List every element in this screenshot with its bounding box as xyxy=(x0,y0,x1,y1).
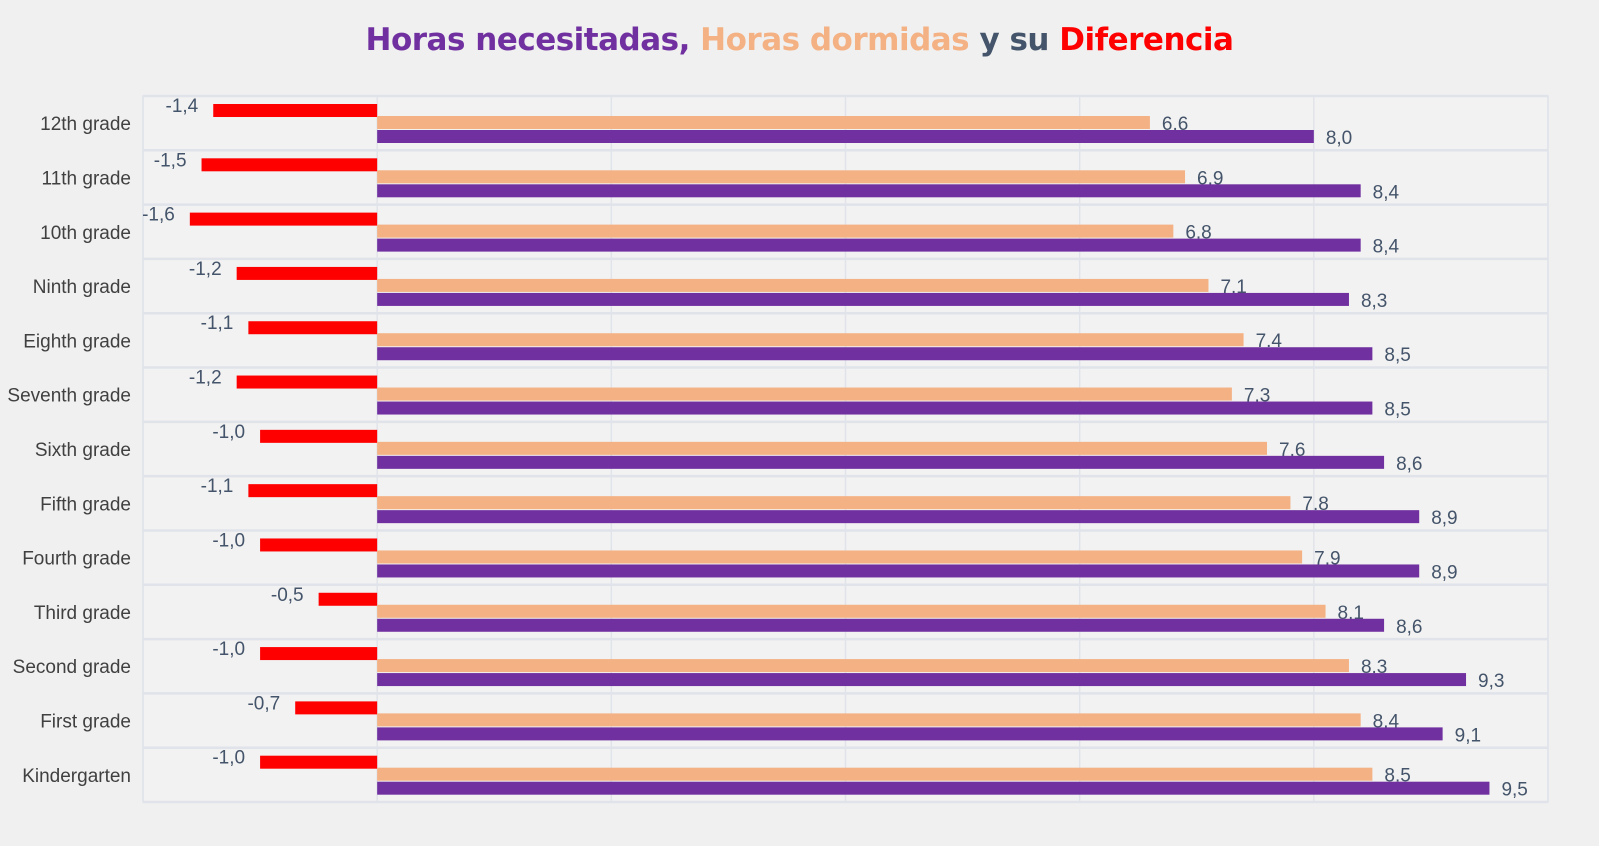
data-label-horas-dormidas: 6.6 xyxy=(1162,114,1188,135)
category-label: Seventh grade xyxy=(7,386,131,407)
bar-horas-necesitadas xyxy=(377,455,1385,469)
bar-diferencia xyxy=(236,266,378,280)
bar-horas-necesitadas xyxy=(377,238,1361,252)
data-label-horas-necesitadas: 8,9 xyxy=(1431,508,1457,529)
category-label: Sixth grade xyxy=(35,440,131,461)
category-label: 12th grade xyxy=(40,114,131,135)
category-label: Fifth grade xyxy=(40,494,131,515)
bar-horas-dormidas xyxy=(377,170,1186,184)
data-label-horas-necesitadas: 8,5 xyxy=(1384,345,1410,366)
bar-diferencia xyxy=(248,484,378,498)
bar-horas-necesitadas xyxy=(377,510,1420,524)
data-label-horas-dormidas: 7.4 xyxy=(1256,331,1283,352)
category-label: Kindergarten xyxy=(22,766,131,787)
bar-horas-necesitadas xyxy=(377,781,1490,795)
category-label: Eighth grade xyxy=(23,331,131,352)
category-label: Ninth grade xyxy=(33,277,131,298)
bar-diferencia xyxy=(260,755,378,769)
data-label-horas-necesitadas: 8,5 xyxy=(1384,400,1410,421)
data-label-horas-dormidas: 7.1 xyxy=(1220,277,1246,298)
bar-horas-necesitadas xyxy=(377,401,1373,415)
bar-horas-dormidas xyxy=(377,387,1232,401)
data-label-horas-dormidas: 7.6 xyxy=(1279,440,1305,461)
bar-horas-dormidas xyxy=(377,441,1268,455)
bar-horas-dormidas xyxy=(377,550,1303,564)
data-label-diferencia: -1,1 xyxy=(201,476,234,497)
bar-diferencia xyxy=(236,375,378,389)
data-label-horas-dormidas: 6.9 xyxy=(1197,168,1223,189)
bar-diferencia xyxy=(189,212,378,226)
data-label-diferencia: -1,0 xyxy=(212,748,245,769)
category-label: Second grade xyxy=(13,657,131,678)
bar-horas-necesitadas xyxy=(377,130,1314,143)
data-label-horas-dormidas: 8.4 xyxy=(1373,711,1400,732)
bar-horas-dormidas xyxy=(377,713,1361,727)
data-label-diferencia: -1,2 xyxy=(189,259,222,280)
data-label-diferencia: -1,5 xyxy=(154,150,187,171)
data-label-horas-necesitadas: 8,4 xyxy=(1373,237,1400,258)
bar-diferencia xyxy=(295,701,378,715)
data-label-horas-dormidas: 7.3 xyxy=(1244,386,1270,407)
data-label-diferencia: -1,4 xyxy=(166,96,199,117)
category-label: Fourth grade xyxy=(22,549,131,570)
data-label-horas-dormidas: 7.9 xyxy=(1314,548,1340,569)
bar-horas-necesitadas xyxy=(377,292,1349,306)
data-label-horas-necesitadas: 8,6 xyxy=(1396,617,1422,638)
data-label-horas-dormidas: 8.1 xyxy=(1338,603,1364,624)
bar-horas-dormidas xyxy=(377,116,1150,129)
data-label-horas-dormidas: 8.3 xyxy=(1361,657,1387,678)
data-label-diferencia: -0,7 xyxy=(247,693,280,714)
data-label-diferencia: -1,0 xyxy=(212,530,245,551)
data-label-horas-necesitadas: 8,6 xyxy=(1396,454,1422,475)
category-label: Third grade xyxy=(34,603,131,624)
bar-horas-necesitadas xyxy=(377,347,1373,361)
data-label-diferencia: -1,6 xyxy=(142,205,175,226)
data-label-horas-necesitadas: 8,9 xyxy=(1431,562,1457,583)
data-label-horas-necesitadas: 8,3 xyxy=(1361,291,1387,312)
bar-horas-dormidas xyxy=(377,659,1349,673)
data-label-horas-dormidas: 6.8 xyxy=(1185,223,1211,244)
bar-horas-necesitadas xyxy=(377,184,1361,198)
data-label-diferencia: -1,0 xyxy=(212,639,245,660)
title-part-y-su: y su xyxy=(979,22,1049,58)
data-label-diferencia: -1,1 xyxy=(201,313,234,334)
data-label-diferencia: -1,2 xyxy=(189,368,222,389)
bar-horas-dormidas xyxy=(377,224,1174,238)
category-label: 10th grade xyxy=(40,223,131,244)
data-label-horas-necesitadas: 9,5 xyxy=(1501,780,1527,801)
chart-title: Horas necesitadas, Horas dormidas y su D… xyxy=(0,22,1599,58)
bar-horas-necesitadas xyxy=(377,618,1385,632)
bar-horas-dormidas xyxy=(377,604,1326,618)
bar-diferencia xyxy=(213,104,378,117)
title-part-diferencia: Diferencia xyxy=(1059,22,1234,58)
bar-diferencia xyxy=(260,538,378,552)
bar-diferencia xyxy=(201,158,378,172)
data-label-horas-necesitadas: 9,1 xyxy=(1455,725,1481,746)
data-label-horas-necesitadas: 9,3 xyxy=(1478,671,1504,692)
title-part-dormidas: Horas dormidas xyxy=(700,22,970,58)
bar-horas-necesitadas xyxy=(377,673,1467,687)
bar-diferencia xyxy=(318,592,378,606)
bar-diferencia xyxy=(248,321,378,335)
bar-horas-dormidas xyxy=(377,278,1209,292)
data-label-diferencia: -0,5 xyxy=(271,585,304,606)
bar-diferencia xyxy=(260,429,378,443)
data-label-diferencia: -1,0 xyxy=(212,422,245,443)
bar-horas-dormidas xyxy=(377,333,1244,347)
bar-diferencia xyxy=(260,647,378,661)
category-label: 11th grade xyxy=(42,168,131,189)
bar-horas-necesitadas xyxy=(377,727,1443,741)
bar-horas-dormidas xyxy=(377,496,1291,510)
data-label-horas-dormidas: 7.8 xyxy=(1302,494,1328,515)
data-label-horas-necesitadas: 8,4 xyxy=(1373,182,1400,203)
data-label-horas-necesitadas: 8,0 xyxy=(1326,128,1352,149)
bar-horas-necesitadas xyxy=(377,564,1420,578)
title-part-necesitadas: Horas necesitadas, xyxy=(365,22,691,58)
category-label: First grade xyxy=(40,712,131,733)
data-label-horas-dormidas: 8.5 xyxy=(1384,766,1410,787)
bar-horas-dormidas xyxy=(377,767,1373,781)
